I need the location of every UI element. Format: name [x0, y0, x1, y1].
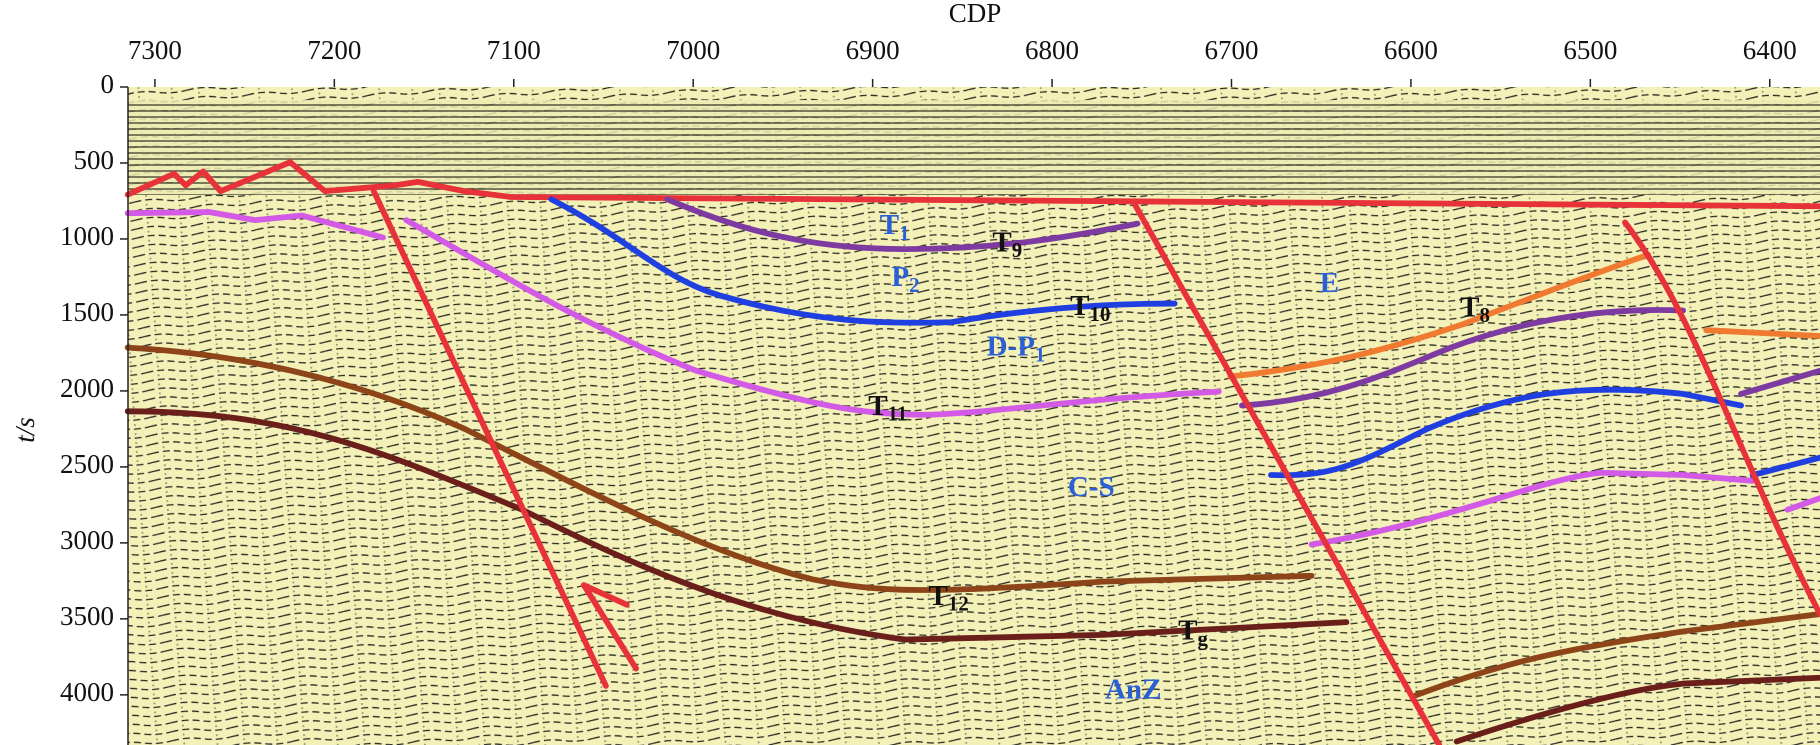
horizon	[1413, 611, 1820, 699]
fault-arrow	[580, 582, 639, 672]
horizon	[664, 196, 1141, 252]
fault	[1622, 219, 1820, 617]
label: T9	[992, 226, 1022, 262]
y-tick-label: 0	[101, 69, 115, 99]
horizon	[1227, 251, 1820, 380]
y-tick-label: 1500	[60, 297, 114, 327]
label: D-P1	[987, 331, 1046, 367]
x-tick-label: 6800	[1025, 35, 1079, 65]
label: T12	[929, 580, 969, 616]
x-tick-label: 6700	[1204, 35, 1258, 65]
y-tick-label: 2500	[60, 449, 114, 479]
y-tick-label: 2000	[60, 373, 114, 403]
label: AnZ	[1105, 674, 1161, 706]
x-tick-label: 7300	[128, 35, 182, 65]
horizon	[124, 344, 1315, 593]
x-tick-label: 6400	[1743, 35, 1797, 65]
y-tick-label: 3000	[60, 525, 114, 555]
y-tick-label: 1000	[60, 221, 114, 251]
label: T10	[1070, 290, 1110, 326]
y-tick-label: 4000	[60, 677, 114, 707]
x-tick-label: 6600	[1384, 35, 1438, 65]
horizon	[1268, 386, 1820, 479]
y-tick-label: 3500	[60, 601, 114, 631]
label: Tg	[1178, 615, 1208, 651]
label: C-S	[1068, 471, 1115, 503]
horizon	[124, 159, 1820, 210]
x-tick-label: 7100	[487, 35, 541, 65]
fault	[370, 188, 609, 689]
interpretation: T1 T9 P2 T10 E T8 D-P1 T11 C-S T12 Tg An…	[124, 159, 1820, 745]
label: T11	[868, 390, 907, 426]
horizon	[548, 196, 1178, 326]
y-axis-title: t/s	[10, 417, 40, 443]
label: T8	[1460, 291, 1490, 327]
x-tick-label: 7000	[666, 35, 720, 65]
label: E	[1320, 267, 1339, 299]
x-tick-label: 6500	[1563, 35, 1617, 65]
horizon	[124, 209, 1222, 418]
horizon	[1453, 674, 1820, 745]
horizon	[1308, 469, 1820, 548]
fault	[1132, 202, 1443, 745]
y-tick-label: 500	[74, 145, 115, 175]
x-tick-label: 6900	[846, 35, 900, 65]
horizon	[1239, 307, 1820, 409]
label: P2	[891, 261, 919, 297]
x-axis-title: CDP	[949, 0, 1002, 28]
seismic-upper-band	[128, 100, 1820, 195]
x-tick-label: 7200	[307, 35, 361, 65]
label: T1	[880, 209, 910, 245]
